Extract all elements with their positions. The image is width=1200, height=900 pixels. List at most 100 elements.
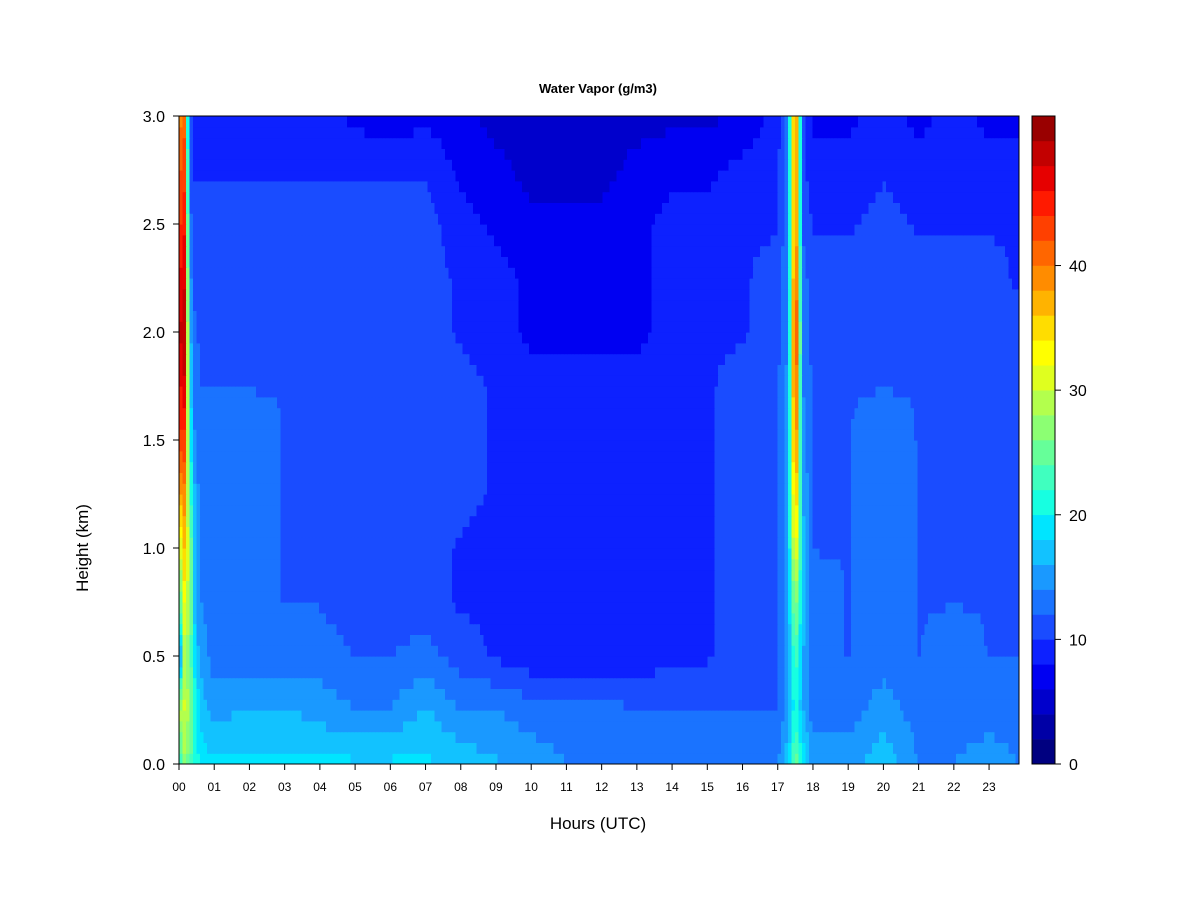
heatmap-cell <box>928 548 933 560</box>
heatmap-cell <box>567 558 572 571</box>
heatmap-cell <box>417 688 422 700</box>
heatmap-cell <box>854 656 859 668</box>
heatmap-cell <box>966 634 971 646</box>
heatmap-cell <box>595 710 600 722</box>
heatmap-cell <box>998 612 1003 625</box>
heatmap-cell <box>389 548 394 560</box>
heatmap-cell <box>413 720 418 733</box>
heatmap-cell <box>438 731 443 743</box>
heatmap-cell <box>777 612 782 625</box>
heatmap-cell <box>858 753 863 764</box>
heatmap-cell <box>245 731 250 743</box>
heatmap-cell <box>868 548 873 560</box>
heatmap-cell <box>718 753 723 764</box>
heatmap-cell <box>683 645 688 657</box>
heatmap-cell <box>739 688 744 700</box>
heatmap-cell <box>879 677 884 689</box>
heatmap-cell <box>994 753 999 764</box>
heatmap-cell <box>242 569 247 581</box>
heatmap-cell <box>392 548 397 560</box>
heatmap-cell <box>970 699 975 711</box>
heatmap-cell <box>977 688 982 700</box>
heatmap-cell <box>238 688 243 700</box>
heatmap-cell <box>910 720 915 733</box>
heatmap-cell <box>245 612 250 625</box>
heatmap-cell <box>357 569 362 581</box>
heatmap-cell <box>361 580 366 592</box>
heatmap-cell <box>809 666 814 679</box>
heatmap-cell <box>210 569 215 581</box>
heatmap-cell <box>385 753 390 764</box>
heatmap-cell <box>784 742 789 754</box>
heatmap-cell <box>536 569 541 581</box>
heatmap-cell <box>308 645 313 657</box>
heatmap-cell <box>389 580 394 592</box>
heatmap-cell <box>186 537 191 549</box>
heatmap-cell <box>473 656 478 668</box>
heatmap-cell <box>466 666 471 679</box>
heatmap-cell <box>718 656 723 668</box>
heatmap-cell <box>319 731 324 743</box>
heatmap-cell <box>312 720 317 733</box>
heatmap-cell <box>767 720 772 733</box>
heatmap-cell <box>854 677 859 689</box>
heatmap-cell <box>763 548 768 560</box>
heatmap-cell <box>406 558 411 571</box>
heatmap-cell <box>1012 688 1017 700</box>
heatmap-cell <box>700 720 705 733</box>
heatmap-cell <box>487 720 492 733</box>
heatmap-cell <box>753 645 758 657</box>
heatmap-cell <box>487 634 492 646</box>
heatmap-cell <box>812 645 817 657</box>
heatmap-cell <box>959 634 964 646</box>
heatmap-cell <box>893 699 898 711</box>
heatmap-cell <box>896 623 901 635</box>
heatmap-cell <box>508 580 513 592</box>
heatmap-cell <box>322 591 327 603</box>
heatmap-cell <box>606 591 611 603</box>
heatmap-cell <box>809 731 814 743</box>
heatmap-cell <box>609 656 614 668</box>
heatmap-cell <box>259 602 264 614</box>
heatmap-cell <box>378 666 383 679</box>
heatmap-cell <box>907 688 912 700</box>
heatmap-cell <box>973 699 978 711</box>
heatmap-cell <box>795 548 800 560</box>
heatmap-cell <box>424 580 429 592</box>
heatmap-cell <box>641 688 646 700</box>
heatmap-cell <box>578 537 583 549</box>
heatmap-cell <box>256 731 261 743</box>
heatmap-cell <box>571 656 576 668</box>
heatmap-cell <box>263 634 268 646</box>
heatmap-cell <box>550 742 555 754</box>
heatmap-cell <box>518 656 523 668</box>
heatmap-cell <box>882 612 887 625</box>
heatmap-cell <box>539 731 544 743</box>
heatmap-cell <box>207 623 212 635</box>
heatmap-cell <box>308 731 313 743</box>
heatmap-cell <box>210 548 215 560</box>
heatmap-cell <box>609 602 614 614</box>
heatmap-cell <box>207 537 212 549</box>
heatmap-cell <box>466 699 471 711</box>
heatmap-cell <box>844 699 849 711</box>
heatmap-cell <box>963 548 968 560</box>
heatmap-cell <box>581 666 586 679</box>
heatmap-cell <box>938 591 943 603</box>
heatmap-cell <box>560 612 565 625</box>
heatmap-cell <box>903 612 908 625</box>
heatmap-cell <box>742 612 747 625</box>
heatmap-cell <box>522 666 527 679</box>
heatmap-cell <box>816 602 821 614</box>
heatmap-cell <box>1012 548 1017 560</box>
heatmap-cell <box>214 731 219 743</box>
heatmap-cell <box>399 591 404 603</box>
heatmap-cell <box>693 602 698 614</box>
heatmap-cell <box>336 634 341 646</box>
heatmap-cell <box>504 699 509 711</box>
heatmap-cell <box>651 569 656 581</box>
heatmap-cell <box>322 720 327 733</box>
heatmap-cell <box>441 548 446 560</box>
heatmap-cell <box>739 558 744 571</box>
heatmap-cell <box>315 656 320 668</box>
